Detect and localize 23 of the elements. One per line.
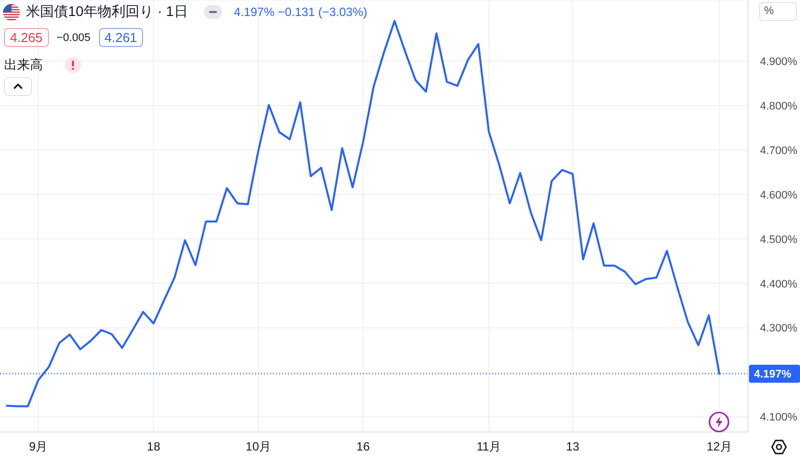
x-tick-label: 10月 bbox=[246, 440, 272, 454]
y-tick-label: 4.500% bbox=[760, 234, 798, 246]
y-axis-title: % bbox=[764, 5, 774, 17]
x-tick-label: 9月 bbox=[28, 440, 48, 454]
y-tick-label: 4.400% bbox=[760, 278, 798, 290]
y-tick-label: 4.100% bbox=[760, 412, 798, 424]
annotation: 4.265 bbox=[10, 30, 43, 45]
x-tick-label: 11月 bbox=[476, 440, 502, 454]
annotation: −0.005 bbox=[56, 32, 90, 44]
text: 4.197% −0.131 (−3.03%) bbox=[234, 5, 368, 19]
x-tick-label: 13 bbox=[566, 440, 580, 454]
y-tick-label: 4.900% bbox=[760, 56, 798, 68]
y-tick-label: 4.800% bbox=[760, 100, 798, 112]
ref-line-label: 4.197% bbox=[754, 368, 792, 381]
annotation: 出来高 bbox=[4, 57, 43, 72]
y-tick-label: 4.300% bbox=[760, 322, 798, 335]
x-tick-label: 16 bbox=[356, 440, 370, 454]
y-tick-label: 4.600% bbox=[760, 189, 798, 202]
x-tick-label: 12月 bbox=[706, 440, 732, 454]
annotation: 4.261 bbox=[104, 30, 138, 45]
x-tick-label: 18 bbox=[146, 440, 161, 454]
y-tick-label: 4.700% bbox=[760, 144, 798, 157]
chart-title: 米国債10年物利回り · 1日 bbox=[26, 3, 188, 19]
